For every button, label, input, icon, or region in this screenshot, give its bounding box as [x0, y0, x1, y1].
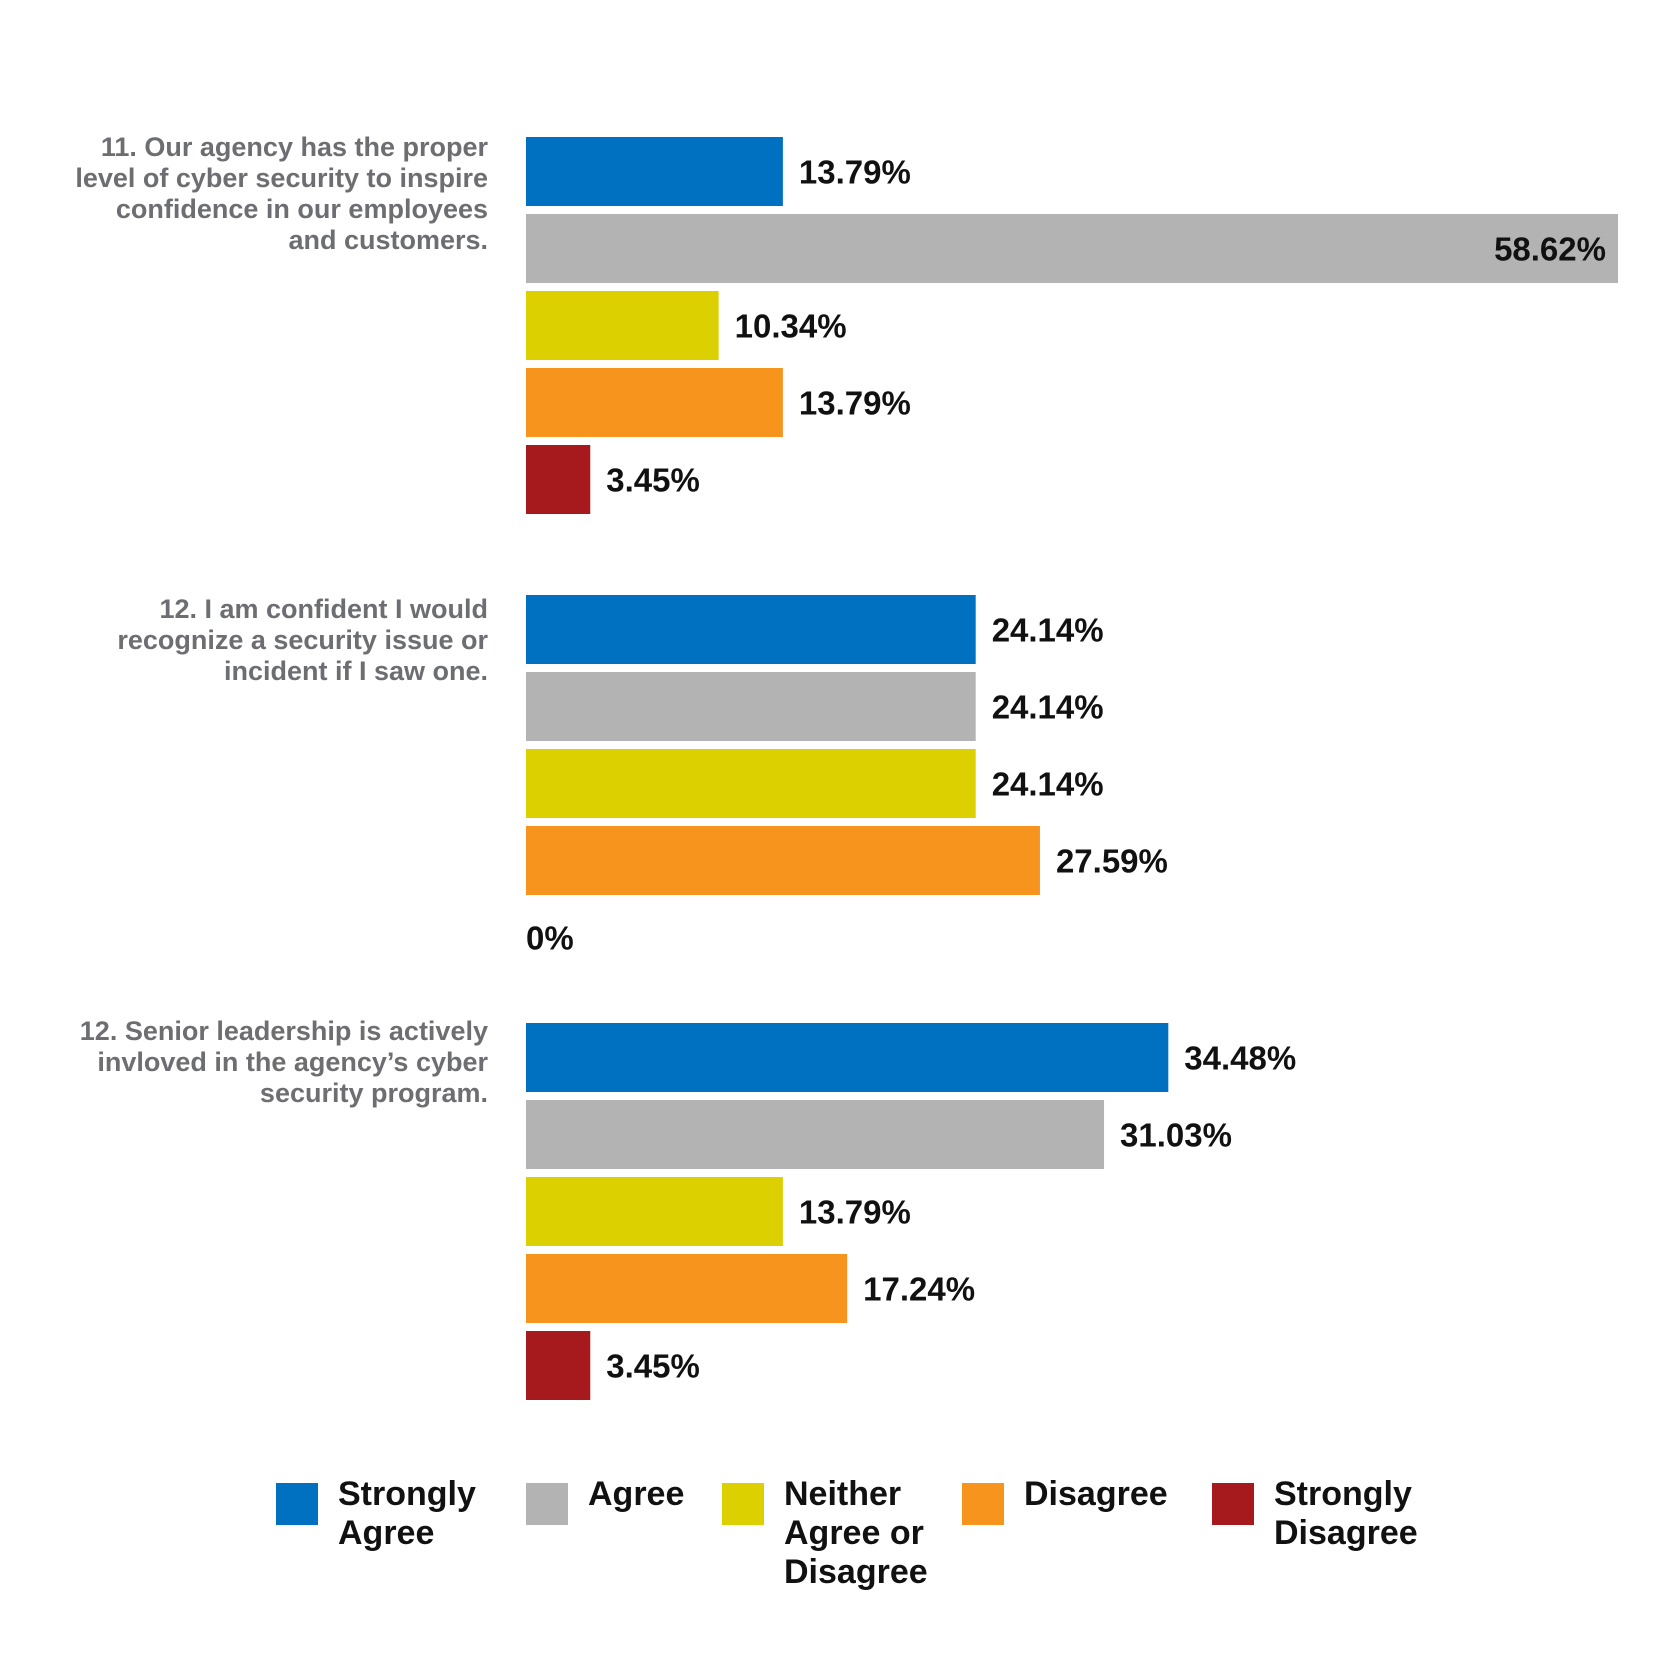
question-label-2: 12. I am confident I would recognize a s…	[117, 594, 488, 686]
legend-item-disagree: Disagree	[962, 1475, 1214, 1525]
legend-label-strongly-agree: Strongly Agree	[338, 1475, 476, 1552]
bar-q3-disagree	[526, 1254, 848, 1323]
bar-q1-strongly-disagree	[526, 445, 591, 514]
bar-q1-agree	[526, 214, 1618, 283]
bar-q1-disagree	[526, 368, 783, 437]
legend: Strongly Agree Agree Neither Agree or Di…	[0, 1475, 1667, 1625]
bar-q2-disagree	[526, 826, 1040, 895]
value-label-q2-agree: 24.14%	[992, 689, 1104, 726]
legend-item-neither: Neither Agree or Disagree	[722, 1475, 954, 1592]
legend-swatch-neither	[722, 1483, 764, 1525]
value-label-q3-strongly-disagree: 3.45%	[606, 1348, 700, 1385]
legend-swatch-strongly-disagree	[1212, 1483, 1254, 1525]
value-label-q1-disagree: 13.79%	[799, 385, 911, 422]
value-label-q2-disagree: 27.59%	[1056, 843, 1168, 880]
value-label-q1-strongly-disagree: 3.45%	[606, 462, 700, 499]
value-label-q2-neither: 24.14%	[992, 766, 1104, 803]
bar-q1-strongly-agree	[526, 137, 783, 206]
value-label-q2-strongly-disagree: 0%	[526, 920, 574, 957]
legend-label-disagree: Disagree	[1024, 1475, 1168, 1513]
legend-label-neither: Neither Agree or Disagree	[784, 1475, 928, 1591]
legend-swatch-agree	[526, 1483, 568, 1525]
legend-swatch-strongly-agree	[276, 1483, 318, 1525]
bar-q2-strongly-agree	[526, 595, 976, 664]
value-label-q1-strongly-agree: 13.79%	[799, 154, 911, 191]
bar-q3-neither	[526, 1177, 783, 1246]
question-label-3: 12. Senior leadership is actively invlov…	[79, 1016, 488, 1108]
legend-swatch-disagree	[962, 1483, 1004, 1525]
bar-q2-agree	[526, 672, 976, 741]
legend-item-strongly-agree: Strongly Agree	[276, 1475, 488, 1553]
value-label-q3-strongly-agree: 34.48%	[1184, 1040, 1296, 1077]
legend-label-strongly-disagree: Strongly Disagree	[1274, 1475, 1418, 1552]
value-label-q3-disagree: 17.24%	[863, 1271, 975, 1308]
legend-item-strongly-disagree: Strongly Disagree	[1212, 1475, 1464, 1553]
bar-q3-strongly-disagree	[526, 1331, 591, 1400]
bar-q3-agree	[526, 1100, 1105, 1169]
bar-q2-neither	[526, 749, 976, 818]
value-label-q2-strongly-agree: 24.14%	[992, 612, 1104, 649]
value-label-q1-agree: 58.62%	[1494, 231, 1606, 268]
legend-item-agree: Agree	[526, 1475, 698, 1525]
bar-q1-neither	[526, 291, 719, 360]
value-label-q1-neither: 10.34%	[735, 308, 847, 345]
value-label-q3-neither: 13.79%	[799, 1194, 911, 1231]
value-label-q3-agree: 31.03%	[1120, 1117, 1232, 1154]
bar-q3-strongly-agree	[526, 1023, 1169, 1092]
legend-label-agree: Agree	[588, 1475, 685, 1513]
question-label-1: 11. Our agency has the proper level of c…	[75, 132, 488, 255]
